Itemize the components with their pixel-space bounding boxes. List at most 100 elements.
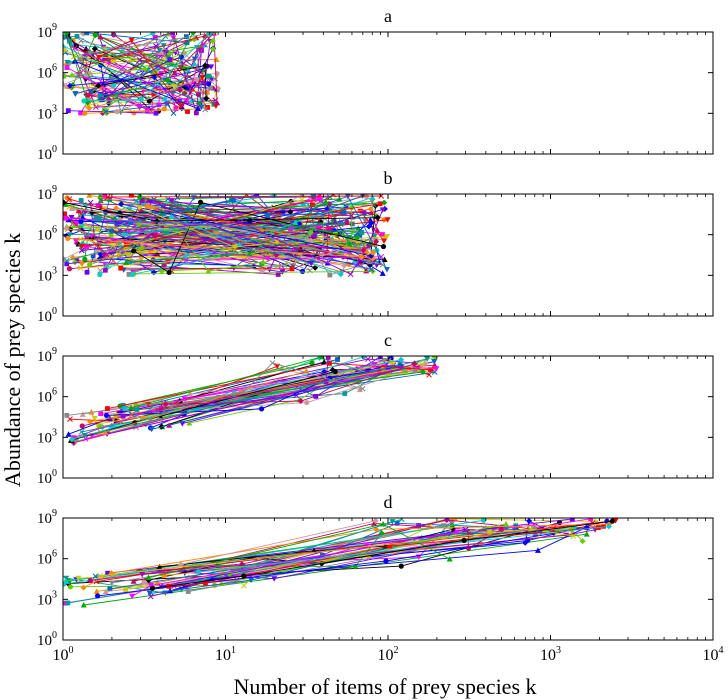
series-point (182, 66, 188, 72)
series-point (299, 268, 306, 274)
series-point (83, 72, 90, 78)
series-point (96, 216, 102, 222)
series-point (130, 578, 137, 584)
y-tick-label: 106 (37, 549, 57, 568)
y-tick-label: 103 (37, 103, 57, 122)
series-point (365, 223, 372, 230)
series-point (144, 204, 150, 210)
series-point (102, 267, 108, 273)
series-point (526, 518, 533, 524)
series-point (122, 406, 128, 412)
series-point (72, 91, 79, 97)
series-point (64, 412, 70, 418)
series-point (339, 221, 346, 228)
series-point (422, 360, 429, 367)
series-point (101, 252, 108, 259)
series-point (341, 210, 347, 215)
series-point (103, 262, 110, 268)
series-point (269, 229, 276, 236)
series-point (416, 523, 421, 528)
series-line (180, 520, 376, 565)
series-point (383, 234, 390, 240)
series-point (91, 415, 98, 422)
series-point (342, 391, 348, 396)
series-point (95, 54, 102, 61)
series-point (64, 261, 70, 267)
series-point (83, 48, 89, 54)
series-point (170, 35, 177, 41)
series-point (90, 253, 96, 259)
series-point (92, 32, 98, 38)
series-point (203, 580, 208, 586)
series-point (105, 570, 111, 576)
series-point (134, 407, 140, 413)
series-point (185, 109, 190, 114)
series-point (193, 110, 199, 116)
series-point (99, 97, 105, 102)
series-point (144, 230, 150, 235)
series-point (203, 95, 210, 102)
series-point (111, 32, 117, 38)
series-point (72, 238, 79, 244)
series-point (231, 244, 238, 250)
series-point (209, 38, 216, 45)
series-point (97, 267, 104, 274)
series-point (138, 96, 144, 102)
series-point (198, 104, 205, 110)
series-point (114, 109, 120, 115)
series-point (184, 34, 189, 40)
series-point (63, 81, 67, 87)
series-line (80, 220, 300, 225)
series-line (152, 520, 613, 589)
series-point (605, 523, 612, 530)
series-point (202, 80, 209, 86)
series-point (129, 271, 135, 278)
series-point (145, 574, 152, 581)
series-point (101, 87, 108, 94)
series-point (480, 518, 486, 523)
series-point (569, 518, 575, 522)
series-point (241, 388, 247, 395)
series-point (174, 194, 181, 201)
series-point (379, 270, 386, 276)
series-point (164, 230, 169, 236)
series-point (327, 194, 333, 201)
series-line (131, 363, 389, 416)
panel-title: c (384, 330, 392, 350)
series-point (147, 199, 154, 205)
series-point (363, 267, 370, 274)
series-point (522, 539, 529, 546)
series-point (570, 533, 577, 539)
series-point (287, 208, 294, 215)
series-point (68, 214, 75, 221)
series-point (296, 221, 302, 227)
series-point (347, 271, 354, 278)
series-point (411, 360, 418, 367)
series-point (78, 218, 84, 224)
series-point (151, 91, 157, 97)
y-tick-label: 109 (37, 22, 57, 41)
series-point (67, 584, 74, 590)
series-point (156, 102, 162, 108)
series-point (289, 266, 295, 272)
x-axis-label: Number of items of prey species k (233, 674, 536, 699)
series-line (71, 33, 169, 76)
series-point (91, 45, 98, 52)
series-point (327, 360, 332, 366)
series-point (381, 256, 388, 262)
series-point (380, 521, 387, 527)
series-point (269, 360, 276, 366)
series-point (161, 95, 168, 102)
series-point (177, 561, 184, 568)
x-tick-label: 100 (53, 645, 74, 664)
series-point (95, 82, 102, 89)
series-line (84, 358, 428, 437)
series-point (181, 396, 188, 402)
series-point (183, 257, 189, 264)
panel-a: a 100 103 106 109 (37, 6, 714, 163)
series-point (315, 223, 321, 229)
series-point (214, 99, 221, 106)
series-point (379, 261, 386, 268)
series-point (127, 404, 134, 411)
series-point (97, 197, 104, 204)
